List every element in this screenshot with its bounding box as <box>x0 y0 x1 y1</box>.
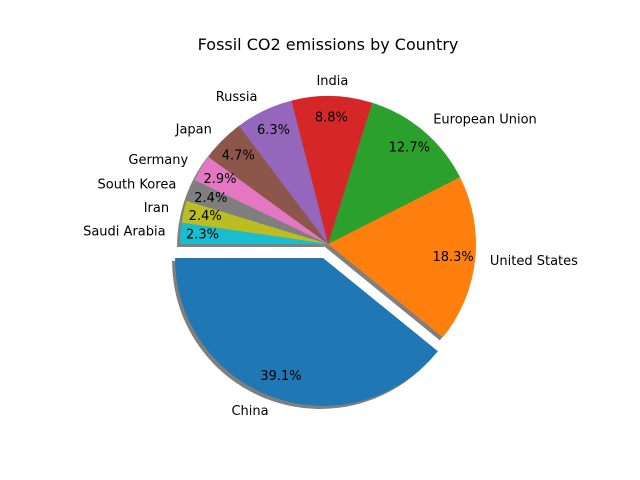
slices <box>175 95 477 406</box>
slice-percent-labels: 39.1% 18.3% 12.7% 8.8% 6.3%4.7% 2.9% 2.4% 2.4% 2… <box>186 111 474 384</box>
percent-russia: 6.3% <box>257 123 290 138</box>
slice-india <box>291 95 373 244</box>
percent-china: 39.1% <box>260 369 301 384</box>
label-russia: Russia <box>216 90 258 105</box>
slice-japan <box>208 125 328 244</box>
percent-japan: 4.7% <box>222 148 255 163</box>
label-china: China <box>231 404 268 419</box>
slice-european-union <box>328 102 461 244</box>
slice-labels: China United States European Union India Rus… <box>83 74 578 419</box>
slice-russia <box>238 100 328 244</box>
percent-india: 8.8% <box>315 111 348 126</box>
percent-germany: 2.9% <box>203 172 236 187</box>
slice-germany <box>194 156 328 244</box>
label-india: India <box>316 74 348 89</box>
label-japan: Japan <box>175 122 212 137</box>
label-iran: Iran <box>144 201 169 216</box>
label-european-union: European Union <box>433 112 537 127</box>
percent-european-union: 12.7% <box>389 141 430 156</box>
percent-saudi-arabia: 2.3% <box>186 227 219 242</box>
label-saudi-arabia: Saudi Arabia <box>83 225 166 240</box>
label-germany: Germany <box>128 153 188 168</box>
percent-south-korea: 2.4% <box>194 191 227 206</box>
slice-china <box>175 257 438 406</box>
slice-united-states <box>328 177 477 338</box>
slice-saudi-arabia <box>180 222 328 244</box>
label-south-korea: South Korea <box>98 178 177 193</box>
chart-title: Fossil CO2 emissions by Country <box>198 35 459 54</box>
slice-iran <box>181 200 328 244</box>
label-united-states: United States <box>490 254 578 269</box>
percent-united-states: 18.3% <box>432 250 473 265</box>
slice-south-korea <box>186 180 328 244</box>
percent-iran: 2.4% <box>189 209 222 224</box>
